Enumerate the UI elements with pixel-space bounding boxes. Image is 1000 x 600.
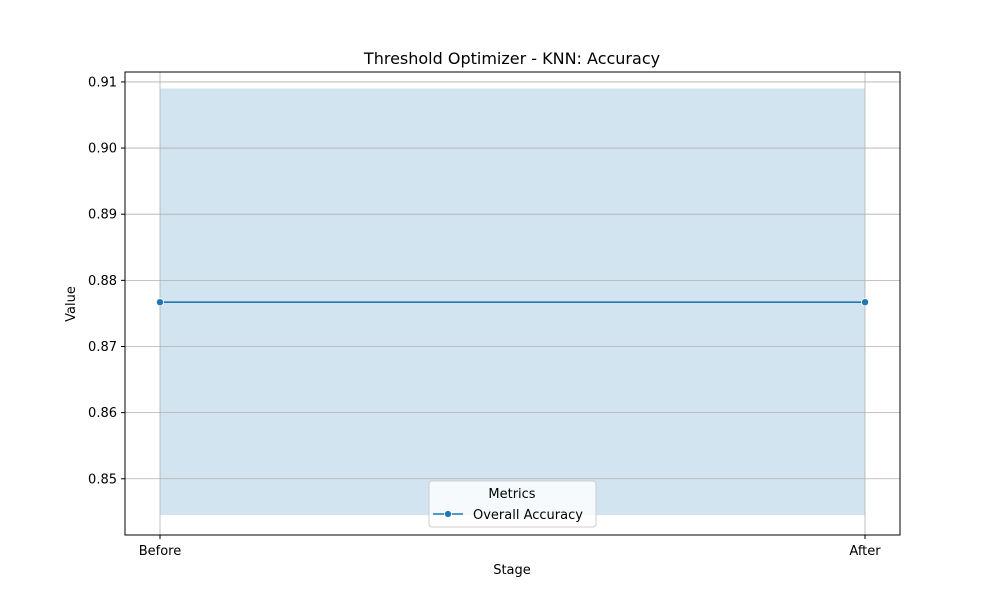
legend-box — [428, 480, 597, 528]
y-tick-label: 0.90 — [88, 142, 117, 157]
y-axis: 0.85 0.86 0.87 0.88 0.89 0.90 0.91 — [88, 75, 125, 487]
y-axis-label: Value — [64, 286, 79, 322]
x-axis: Before After — [139, 535, 881, 559]
legend-title: Metrics — [488, 487, 535, 502]
y-tick-label: 0.85 — [88, 472, 117, 487]
legend-point-marker — [444, 510, 452, 518]
y-tick-label: 0.86 — [88, 406, 117, 421]
x-axis-label: Stage — [493, 563, 531, 578]
chart-title: Threshold Optimizer - KNN: Accuracy — [363, 49, 660, 68]
plot-area — [124, 71, 901, 536]
legend-entry-label: Overall Accuracy — [473, 508, 583, 523]
x-tick-label: After — [849, 544, 881, 559]
y-tick-label: 0.88 — [88, 274, 117, 289]
data-point — [155, 298, 164, 307]
y-tick-label: 0.89 — [88, 208, 117, 223]
legend: Metrics Overall Accuracy — [428, 480, 597, 528]
y-tick-label: 0.87 — [88, 340, 117, 355]
data-point — [861, 298, 870, 307]
plot-frame — [124, 71, 901, 536]
y-tick-label: 0.91 — [88, 75, 117, 90]
x-tick-label: Before — [139, 544, 182, 559]
series-layer — [155, 298, 870, 307]
